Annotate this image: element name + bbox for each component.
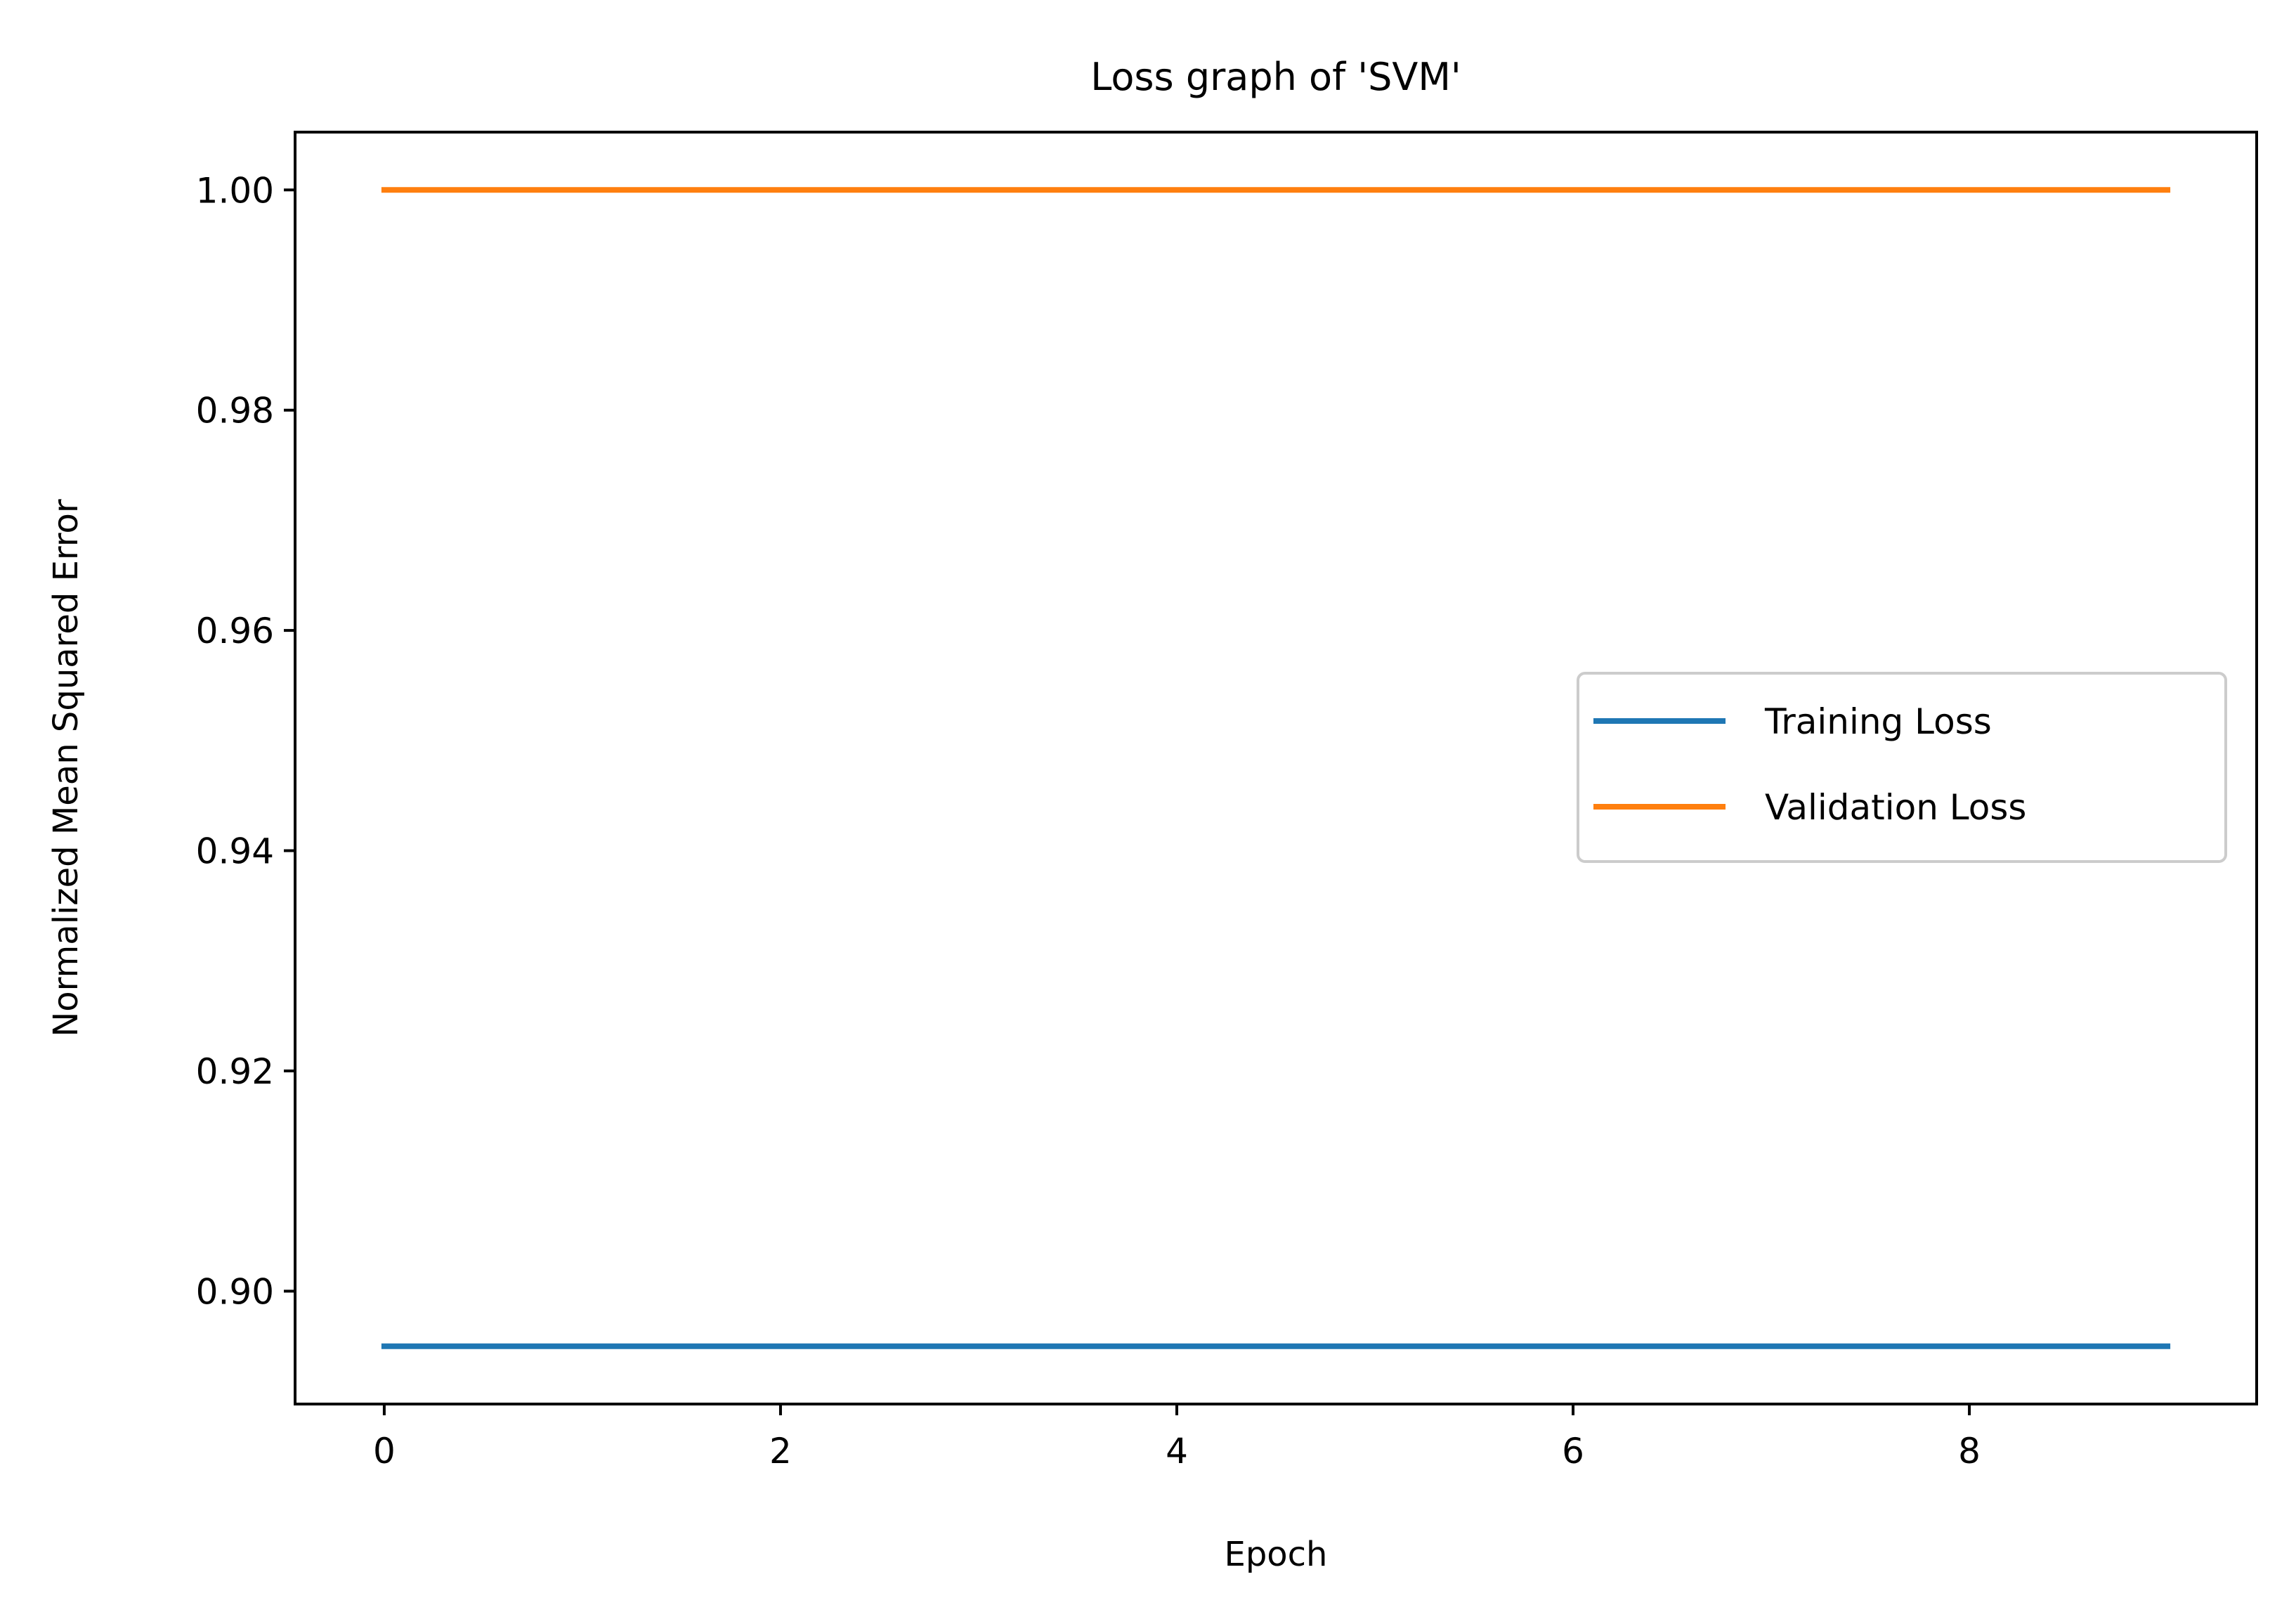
legend-box	[1577, 672, 2227, 863]
y-tick-label: 0.92	[196, 1051, 274, 1092]
x-axis-label: Epoch	[1225, 1535, 1328, 1574]
x-tick-label: 8	[1958, 1431, 1981, 1472]
legend-label-validation-loss: Validation Loss	[1765, 787, 2026, 828]
x-tick-label: 6	[1562, 1431, 1584, 1472]
legend-label-training-loss: Training Loss	[1764, 701, 1992, 742]
x-tick-label: 2	[769, 1431, 792, 1472]
x-axis-ticks: 0 2 4 6 8	[373, 1404, 1981, 1472]
plot-frame	[294, 131, 2258, 1405]
y-tick-label: 0.94	[196, 831, 274, 872]
y-tick-label: 0.90	[196, 1271, 274, 1312]
x-tick-label: 4	[1166, 1431, 1188, 1472]
y-axis-ticks: 0.90 0.92 0.94 0.96 0.98 1.00	[196, 170, 295, 1312]
x-tick-label: 0	[373, 1431, 396, 1472]
chart-title: Loss graph of 'SVM'	[1090, 55, 1461, 99]
y-tick-label: 1.00	[196, 170, 274, 211]
series-layer	[381, 187, 2171, 1349]
y-tick-label: 0.96	[196, 611, 274, 651]
y-axis-label: Normalized Mean Squared Error	[46, 499, 86, 1037]
legend: Training Loss Validation Loss	[1577, 672, 2227, 863]
y-tick-label: 0.98	[196, 391, 274, 431]
